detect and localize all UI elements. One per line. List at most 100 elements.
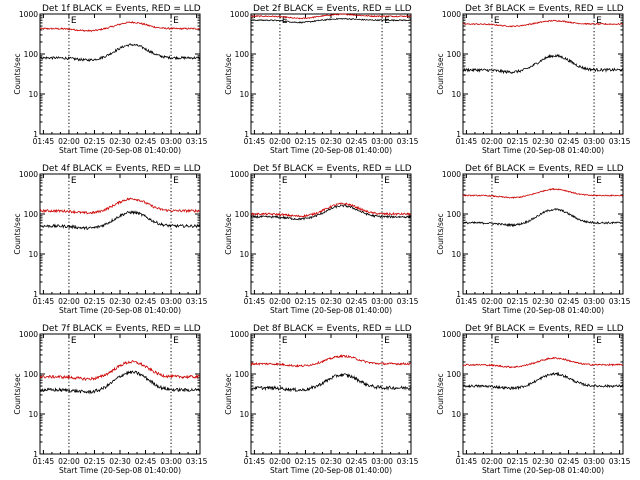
x-axis-label: Start Time (20-Sep-08 01:40:00) <box>482 466 604 475</box>
y-tick-label: 10 <box>451 250 461 259</box>
panel-title: Det 8f BLACK = Events, RED = LLD <box>253 324 412 334</box>
x-tick-label: 03:00 <box>583 457 605 466</box>
plot-frame <box>250 13 412 135</box>
y-tick-label: 100 <box>447 50 462 59</box>
x-tick-label: 02:45 <box>558 137 580 146</box>
y-axis-label: Counts/sec <box>436 53 445 94</box>
y-tick-label: 100 <box>24 50 39 59</box>
series-line-events <box>39 43 201 62</box>
x-tick-label: 02:30 <box>320 137 342 146</box>
x-tick-label: 02:30 <box>532 457 554 466</box>
panel-title: Det 5f BLACK = Events, RED = LLD <box>253 164 412 174</box>
x-tick-label: 02:45 <box>135 457 157 466</box>
event-marker-label: E <box>494 16 500 26</box>
y-tick-label: 1 <box>456 130 461 139</box>
event-marker-label: E <box>282 336 288 346</box>
y-tick-label: 100 <box>24 210 39 219</box>
x-tick-label: 01:45 <box>33 457 55 466</box>
x-tick-label: 03:15 <box>186 137 208 146</box>
y-tick-label: 1 <box>244 450 249 459</box>
series-line-events <box>462 53 623 75</box>
panel-title: Det 4f BLACK = Events, RED = LLD <box>42 164 201 174</box>
y-tick-label: 10 <box>451 410 461 419</box>
y-tick-label: 100 <box>235 50 250 59</box>
panel-title: Det 6f BLACK = Events, RED = LLD <box>465 164 624 174</box>
series-line-events <box>462 371 624 391</box>
x-axis-label: Start Time (20-Sep-08 01:40:00) <box>59 466 181 475</box>
x-tick-label: 02:00 <box>58 297 80 306</box>
event-marker-label: E <box>494 176 500 186</box>
x-tick-label: 02:45 <box>135 297 157 306</box>
x-tick-label: 02:00 <box>481 457 503 466</box>
x-tick-label: 02:45 <box>135 137 157 146</box>
x-tick-label: 02:00 <box>269 137 291 146</box>
series-line-lld <box>250 354 411 368</box>
x-tick-label: 02:00 <box>269 457 291 466</box>
x-tick-label: 02:30 <box>109 137 131 146</box>
y-axis-label: Counts/sec <box>13 213 22 254</box>
plot-frame <box>39 333 201 455</box>
x-tick-label: 03:00 <box>160 137 182 146</box>
plot-frame <box>462 333 624 455</box>
x-tick-label: 01:45 <box>456 137 478 146</box>
y-tick-label: 1000 <box>19 10 38 19</box>
event-marker-label: E <box>71 336 77 346</box>
x-tick-label: 03:15 <box>609 137 631 146</box>
panel-title: Det 1f BLACK = Events, RED = LLD <box>42 4 201 14</box>
y-axis-label: Counts/sec <box>436 373 445 414</box>
y-tick-label: 1 <box>244 290 249 299</box>
x-tick-label: 02:00 <box>269 297 291 306</box>
y-tick-label: 100 <box>235 370 250 379</box>
x-tick-label: 02:00 <box>58 457 80 466</box>
y-axis-label: Counts/sec <box>13 373 22 414</box>
y-tick-label: 1000 <box>442 170 461 179</box>
x-tick-label: 02:30 <box>320 297 342 306</box>
y-tick-label: 10 <box>239 250 249 259</box>
y-tick-label: 10 <box>451 90 461 99</box>
x-tick-label: 02:15 <box>295 297 317 306</box>
x-tick-label: 02:30 <box>109 457 131 466</box>
x-tick-label: 03:15 <box>186 297 208 306</box>
x-tick-label: 03:00 <box>160 457 182 466</box>
y-tick-label: 1000 <box>442 10 461 19</box>
x-tick-label: 02:45 <box>558 297 580 306</box>
panel-title: Det 2f BLACK = Events, RED = LLD <box>253 4 412 14</box>
y-tick-label: 1 <box>456 290 461 299</box>
x-axis-label: Start Time (20-Sep-08 01:40:00) <box>270 466 392 475</box>
y-tick-label: 1000 <box>19 330 38 339</box>
event-marker-label: E <box>282 16 288 26</box>
y-tick-label: 100 <box>447 370 462 379</box>
x-tick-label: 01:45 <box>456 297 478 306</box>
y-tick-label: 10 <box>28 250 38 259</box>
series-line-events <box>250 204 412 221</box>
x-axis-label: Start Time (20-Sep-08 01:40:00) <box>270 146 392 155</box>
y-tick-label: 100 <box>24 370 39 379</box>
series-line-lld <box>250 13 411 20</box>
event-marker-label: E <box>71 176 77 186</box>
x-tick-label: 02:15 <box>507 297 529 306</box>
event-marker-label: E <box>282 176 288 186</box>
x-tick-label: 03:15 <box>397 457 419 466</box>
series-line-events <box>39 210 201 231</box>
y-tick-label: 1 <box>33 130 38 139</box>
x-tick-label: 03:15 <box>186 457 208 466</box>
y-tick-label: 10 <box>28 410 38 419</box>
y-axis-label: Counts/sec <box>13 53 22 94</box>
x-tick-label: 02:15 <box>84 137 106 146</box>
y-tick-label: 10 <box>239 410 249 419</box>
y-axis-label: Counts/sec <box>224 213 233 254</box>
y-axis-label: Counts/sec <box>436 213 445 254</box>
x-tick-label: 02:15 <box>295 457 317 466</box>
x-axis-label: Start Time (20-Sep-08 01:40:00) <box>482 146 604 155</box>
event-marker-label: E <box>596 176 602 186</box>
x-tick-label: 03:00 <box>583 297 605 306</box>
series-line-events <box>462 208 623 228</box>
x-tick-label: 01:45 <box>244 137 266 146</box>
x-tick-label: 01:45 <box>33 137 55 146</box>
series-line-lld <box>463 19 623 28</box>
x-tick-label: 02:30 <box>532 137 554 146</box>
x-tick-label: 02:00 <box>58 137 80 146</box>
y-tick-label: 1000 <box>230 330 249 339</box>
